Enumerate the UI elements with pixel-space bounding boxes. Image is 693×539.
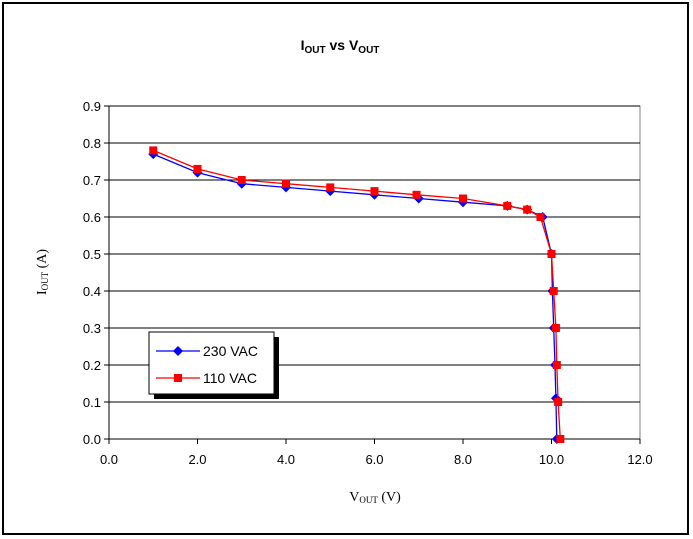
x-tick-labels: 0.0 2.0 4.0 6.0 8.0 10.0 12.0 [100,452,653,467]
y-tick-label: 0.9 [83,99,101,114]
data-point [503,201,512,210]
series-layer [148,146,565,444]
data-point [193,164,202,173]
legend-marker [173,346,183,356]
data-point [459,194,467,203]
y-tick-label: 0.7 [83,173,101,188]
data-point [412,190,421,199]
x-tick-label: 12.0 [627,452,652,467]
x-tick-label: 10.0 [539,452,564,467]
legend-entry: 110 VAC [156,370,257,386]
y-tick-label: 0.3 [83,321,101,336]
data-point [556,435,565,443]
chart-svg: IOUT vs VOUT 0.0 0.1 0.2 0.3 0.4 0.5 0.6 0.7 0.8… [35,37,653,505]
y-tick-label: 0.6 [83,210,101,225]
y-tick-label: 0.1 [83,395,101,410]
data-point [282,179,290,188]
data-point [551,324,560,332]
data-point [523,205,532,214]
chart-title: IOUT vs VOUT [301,37,380,56]
y-tick-label: 0.8 [83,136,101,151]
data-point [237,176,246,184]
data-point [547,250,556,258]
y-tick-label: 0.0 [83,432,101,447]
series-1 [149,146,565,443]
legend-marker [174,374,182,382]
data-point [552,361,561,369]
y-tick-labels: 0.0 0.1 0.2 0.3 0.4 0.5 0.6 0.7 0.8 0.9 [83,99,101,447]
data-point [326,183,335,192]
legend-entry: 230 VAC [156,343,258,359]
x-tick-label: 4.0 [277,452,295,467]
y-tick-label: 0.5 [83,247,101,262]
x-tick-label: 8.0 [454,452,472,467]
y-axis-label: IOUT (A) [35,249,50,295]
legend-label: 230 VAC [203,343,258,359]
data-point [536,213,545,221]
legend: 230 VAC 110 VAC [148,331,279,399]
x-tick-label: 0.0 [100,452,118,467]
x-axis-label: VOUT (V) [349,490,401,505]
legend-label: 110 VAC [203,370,257,386]
x-tick-label: 2.0 [188,452,206,467]
data-point [554,398,563,406]
data-point [370,187,379,196]
axes [104,105,641,444]
data-point [149,146,158,155]
y-tick-label: 0.2 [83,358,101,373]
data-point [549,287,558,295]
x-tick-label: 6.0 [365,452,383,467]
y-tick-label: 0.4 [83,284,101,299]
legend-box [148,331,275,395]
